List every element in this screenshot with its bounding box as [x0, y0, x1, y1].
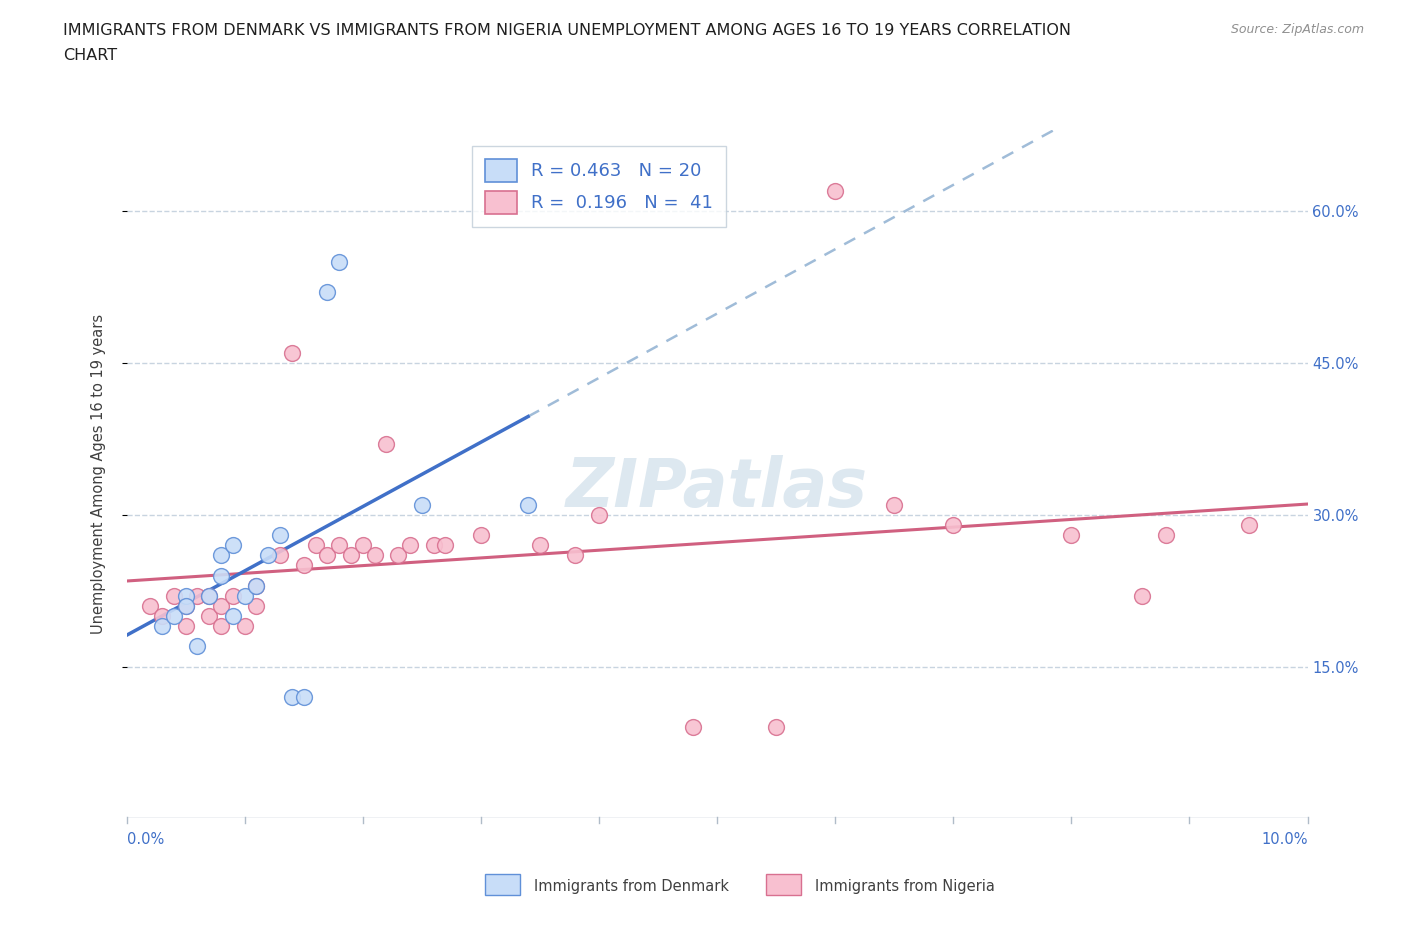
Point [269, 527, 291, 542]
Point [209, 548, 232, 563]
Point [186, 589, 208, 604]
Point [1154, 527, 1177, 542]
Point [163, 608, 186, 623]
Point [150, 618, 173, 633]
Point [233, 618, 256, 633]
Point [174, 618, 197, 633]
Point [209, 568, 232, 583]
Point [150, 608, 173, 623]
Point [245, 578, 267, 593]
Point [198, 589, 221, 604]
Point [222, 608, 245, 623]
Point [1237, 517, 1260, 532]
Point [363, 548, 385, 563]
Point [222, 589, 245, 604]
Point [328, 538, 350, 552]
Point [340, 548, 363, 563]
Point [564, 548, 586, 563]
Point [281, 345, 304, 360]
Point [422, 538, 444, 552]
Point [209, 598, 232, 613]
Point [174, 598, 197, 613]
Point [682, 720, 704, 735]
Point [588, 508, 610, 523]
Point [186, 639, 208, 654]
Legend: R = 0.463   N = 20, R =  0.196   N =  41: R = 0.463 N = 20, R = 0.196 N = 41 [472, 146, 725, 227]
Point [434, 538, 457, 552]
Text: Immigrants from Nigeria: Immigrants from Nigeria [815, 879, 995, 894]
Text: ZIPatlas: ZIPatlas [567, 455, 868, 521]
Point [233, 589, 256, 604]
Text: CHART: CHART [63, 48, 117, 63]
Point [139, 598, 162, 613]
Point [245, 598, 267, 613]
Point [174, 589, 197, 604]
Point [198, 608, 221, 623]
Point [765, 720, 787, 735]
Point [174, 598, 197, 613]
Text: 0.0%: 0.0% [127, 832, 163, 847]
Point [222, 538, 245, 552]
Point [281, 689, 304, 704]
Point [399, 538, 422, 552]
Point [375, 436, 398, 451]
Point [292, 689, 315, 704]
Point [517, 498, 540, 512]
Text: IMMIGRANTS FROM DENMARK VS IMMIGRANTS FROM NIGERIA UNEMPLOYMENT AMONG AGES 16 TO: IMMIGRANTS FROM DENMARK VS IMMIGRANTS FR… [63, 23, 1071, 38]
Point [387, 548, 409, 563]
Y-axis label: Unemployment Among Ages 16 to 19 years: Unemployment Among Ages 16 to 19 years [91, 314, 105, 634]
Point [328, 254, 350, 269]
Text: 10.0%: 10.0% [1261, 832, 1308, 847]
Point [883, 498, 905, 512]
Point [269, 548, 291, 563]
Point [1130, 589, 1153, 604]
Point [942, 517, 965, 532]
Point [163, 589, 186, 604]
Point [411, 498, 433, 512]
Point [529, 538, 551, 552]
Point [470, 527, 492, 542]
Point [257, 548, 280, 563]
Point [316, 285, 339, 299]
Point [316, 548, 339, 563]
Point [292, 558, 315, 573]
Point [824, 183, 846, 198]
Point [352, 538, 374, 552]
Text: Immigrants from Denmark: Immigrants from Denmark [534, 879, 730, 894]
Point [209, 618, 232, 633]
Point [304, 538, 326, 552]
Point [198, 589, 221, 604]
Point [245, 578, 267, 593]
Text: Source: ZipAtlas.com: Source: ZipAtlas.com [1230, 23, 1364, 36]
Point [1060, 527, 1083, 542]
